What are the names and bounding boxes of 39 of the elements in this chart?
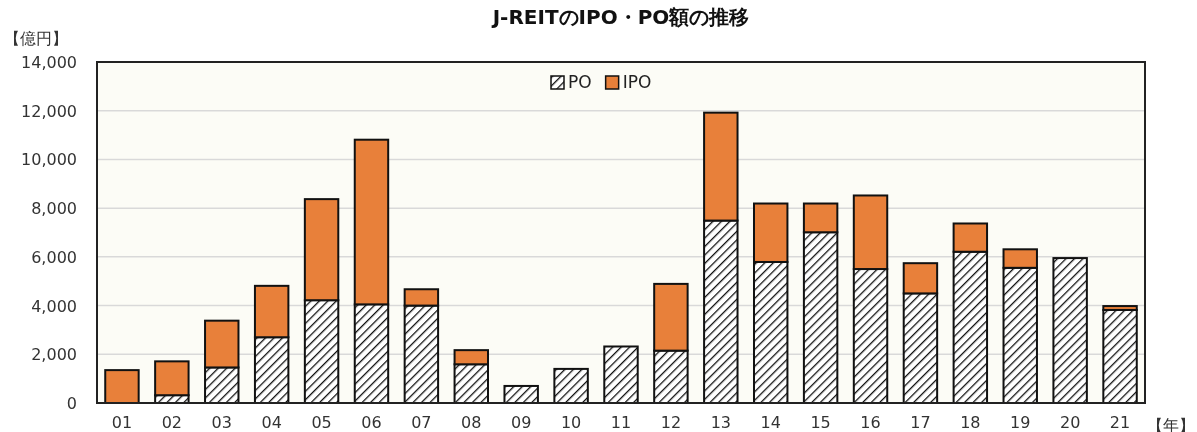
bar [104, 369, 140, 404]
x-tick-label: 01 [111, 413, 133, 432]
legend-label: PO [568, 72, 592, 92]
x-tick-label: 18 [960, 413, 981, 432]
y-tick-label: 8,000 [31, 199, 77, 219]
y-tick-label: 10,000 [21, 150, 77, 170]
x-tick-label: 05 [311, 413, 332, 432]
x-tick-label: 09 [511, 413, 532, 432]
x-tick-label: 10 [560, 413, 582, 432]
y-tick-label: 6,000 [31, 247, 77, 267]
y-tick-label: 12,000 [21, 101, 77, 121]
x-tick-label: 16 [860, 413, 881, 432]
bar [603, 345, 639, 404]
y-tick-label: 2,000 [31, 345, 77, 365]
y-axis-title: 【億円】 [4, 29, 68, 48]
x-tick-label: 21 [1109, 413, 1131, 432]
legend-label: IPO [622, 72, 652, 92]
chart-title: J-REITのIPO・PO額の推移 [490, 5, 750, 29]
x-tick-label: 07 [411, 413, 432, 432]
x-tick-label: 06 [361, 413, 382, 432]
x-tick-label: 19 [1010, 413, 1031, 432]
x-tick-label: 13 [710, 413, 731, 432]
y-tick-label: 4,000 [31, 296, 77, 316]
x-tick-label: 20 [1059, 413, 1081, 432]
bar [553, 367, 589, 404]
bar [1102, 308, 1138, 404]
x-tick-label: 17 [910, 413, 931, 432]
x-tick-label: 11 [610, 413, 632, 432]
x-tick-label: 04 [261, 413, 282, 432]
bar [503, 384, 539, 404]
x-tick-label: 15 [810, 413, 831, 432]
y-tick-label: 14,000 [21, 53, 77, 72]
x-tick-label: 12 [660, 413, 682, 432]
x-tick-label: 03 [211, 413, 232, 432]
x-tick-label: 02 [161, 413, 183, 432]
bar [1052, 257, 1088, 404]
x-tick-label: 08 [461, 413, 482, 432]
y-tick-label: 0 [66, 394, 77, 413]
x-tick-label: 14 [760, 413, 781, 432]
